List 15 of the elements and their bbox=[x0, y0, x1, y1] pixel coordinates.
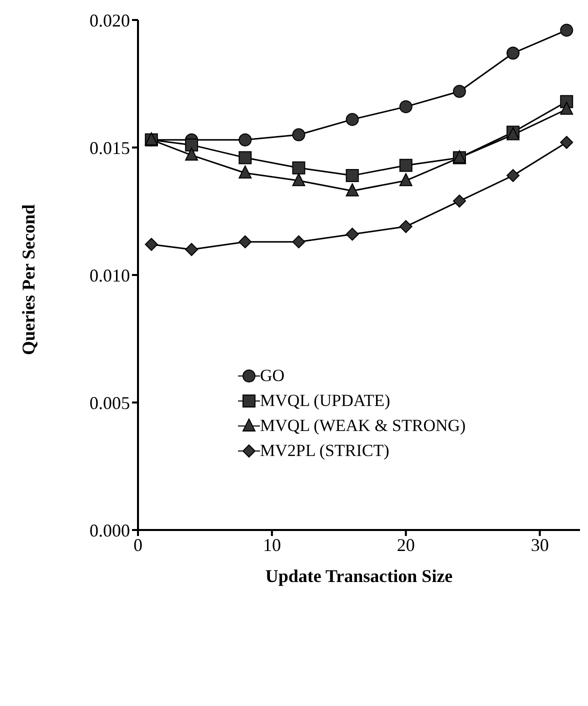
y-tick-label: 0.015 bbox=[90, 138, 130, 158]
x-tick-label: 10 bbox=[262, 534, 281, 555]
y-axis-title: Queries Per Second bbox=[18, 204, 38, 355]
x-axis-title: Update Transaction Size bbox=[265, 566, 453, 586]
legend-label: GO bbox=[260, 365, 285, 387]
y-tick-label: 0.000 bbox=[90, 520, 130, 540]
y-tick-label: 0.020 bbox=[90, 10, 130, 30]
legend-label: MVQL (UPDATE) bbox=[260, 390, 390, 412]
y-tick-label: 0.005 bbox=[90, 392, 130, 413]
x-tick-label: 20 bbox=[396, 534, 415, 555]
y-tick-label: 0.010 bbox=[90, 265, 130, 286]
legend-label: MVQL (WEAK & STRONG) bbox=[260, 415, 466, 437]
x-tick-label: 30 bbox=[530, 534, 549, 555]
legend-label: MV2PL (STRICT) bbox=[260, 440, 390, 462]
x-tick-label: 0 bbox=[134, 534, 142, 555]
